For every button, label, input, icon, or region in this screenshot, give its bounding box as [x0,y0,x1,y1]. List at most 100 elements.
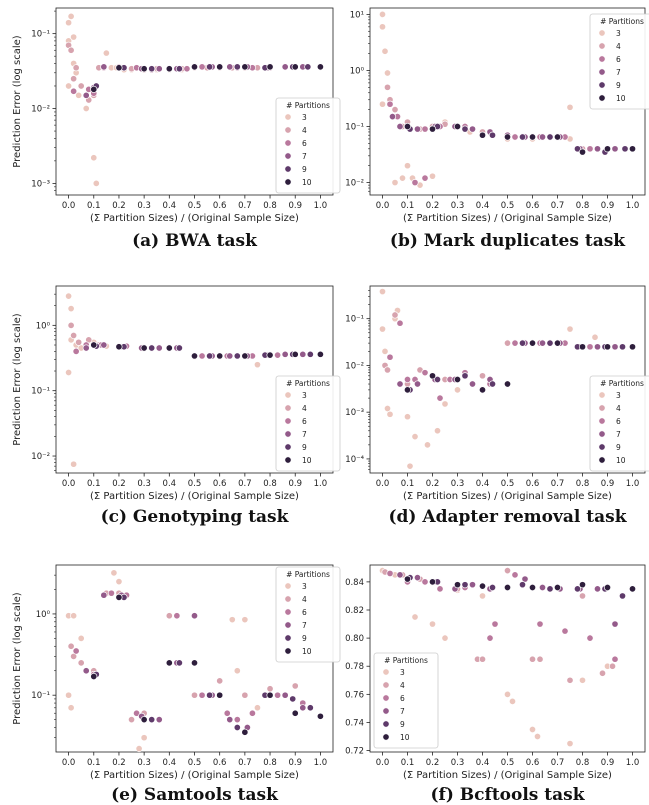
legend-marker [284,391,292,399]
data-point [423,441,432,449]
data-point [65,368,73,377]
data-point [173,612,181,620]
x-tick-label: 0.2 [112,758,126,768]
data-point [266,351,274,359]
data-point [478,372,487,380]
x-tick-label: 0.1 [401,758,415,768]
x-axis-label: (Σ Partition Sizes) / (Original Sample S… [90,770,299,781]
data-point [478,131,487,139]
x-axis-label: (Σ Partition Sizes) / (Original Sample S… [403,213,612,224]
x-tick-label: 0.9 [601,479,615,489]
data-point [70,460,78,468]
data-point [183,65,191,73]
data-point [528,725,537,734]
legend-label: 7 [302,430,307,439]
data-point [461,372,469,380]
x-tick-label: 0.6 [213,758,227,768]
data-point [421,369,429,377]
data-point [70,331,78,340]
x-tick-label: 0.8 [576,758,590,768]
data-point [413,125,422,133]
x-tick-label: 0.7 [238,201,252,211]
legend-label: 7 [616,68,621,77]
x-tick-label: 0.3 [451,758,465,768]
x-tick-label: 0.0 [62,201,76,211]
x-tick-label: 0.5 [501,201,515,211]
data-point [175,65,183,73]
y-axis-label: Prediction Error (log scale) [12,35,23,168]
legend-marker [598,417,606,425]
data-point [70,33,78,41]
legend-label: 3 [302,582,307,591]
data-point [75,91,83,99]
x-axis-label: (Σ Partition Sizes) / (Original Sample S… [90,213,299,224]
data-point [378,288,387,296]
legend-marker [284,456,292,464]
legend: # Partitions 3 4 6 7 9 10 [275,566,341,663]
data-point [226,716,234,724]
data-point [281,691,289,699]
data-point [573,585,582,593]
legend-label: 6 [302,608,307,617]
legend-label: 10 [302,647,312,656]
x-tick-label: 1.0 [626,201,640,211]
data-point [90,154,98,162]
x-tick-label: 0.2 [426,479,440,489]
panel-caption: (a) BWA task [132,231,258,251]
data-point [299,704,307,712]
y-tick-label: 0.82 [345,606,364,616]
legend-marker [284,430,292,438]
data-point [241,691,249,699]
legend-box [275,375,341,472]
legend-marker [284,152,292,160]
legend: # Partitions 3 4 6 7 9 10 [589,375,649,472]
y-tick-label: 0.74 [345,718,364,728]
data-point [546,133,554,141]
panel-caption: (b) Mark duplicates task [390,231,626,251]
legend-marker [382,707,390,715]
legend-marker [382,720,390,728]
legend-label: 7 [302,621,307,630]
data-point [518,133,527,141]
x-tick-label: 0.9 [601,201,615,211]
x-tick-label: 0.5 [501,479,515,489]
data-point [135,745,143,753]
data-point [553,133,562,141]
data-point [190,612,199,620]
legend-marker [284,443,292,451]
x-tick-label: 0.6 [526,479,540,489]
data-point [266,691,274,699]
data-point [102,49,110,57]
y-axis-label: Prediction Error (log scale) [12,592,23,725]
data-point [403,162,412,170]
data-point [274,351,282,359]
legend: # Partitions 3 4 6 7 9 10 [373,652,439,749]
data-point [190,352,199,360]
legend-marker [284,165,292,173]
x-tick-label: 0.4 [163,201,177,211]
data-point [110,569,118,577]
y-tick-label: 10⁻¹ [31,691,50,701]
x-tick-label: 0.2 [426,201,440,211]
data-point [316,63,324,71]
x-tick-label: 0.3 [137,201,151,211]
data-point [65,691,73,699]
data-point [65,82,73,90]
data-point [127,716,136,724]
legend-marker [598,391,606,399]
legend-marker [284,113,292,121]
data-point [518,581,527,589]
legend-marker [598,443,606,451]
legend-box [373,652,439,749]
legend-marker [382,694,390,702]
legend-label: 6 [616,417,621,426]
x-tick-label: 0.6 [526,201,540,211]
data-point [628,343,637,351]
data-point [603,583,612,592]
legend-marker [598,404,606,412]
x-tick-label: 0.3 [451,479,465,489]
x-tick-label: 0.3 [137,758,151,768]
x-tick-label: 0.9 [288,201,302,211]
x-tick-label: 0.8 [263,758,277,768]
y-tick-label: 10⁻² [345,361,364,371]
